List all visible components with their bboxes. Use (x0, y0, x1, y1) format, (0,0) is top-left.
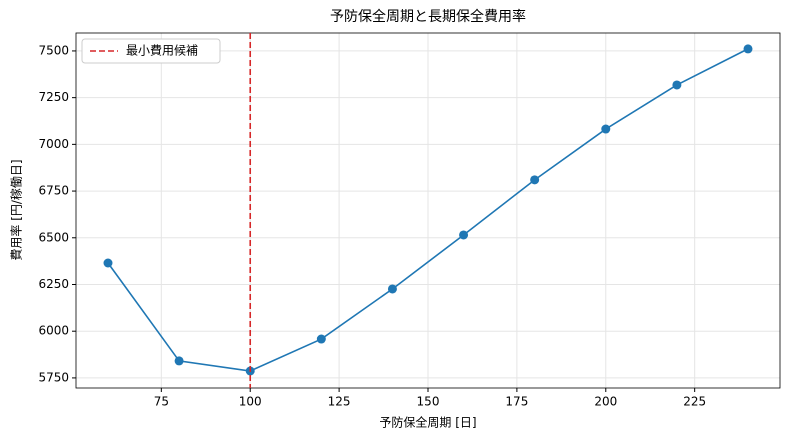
x-tick-label: 100 (239, 395, 262, 409)
y-tick-label: 6250 (38, 277, 69, 291)
y-tick-label: 6750 (38, 184, 69, 198)
legend-label: 最小費用候補 (126, 43, 198, 58)
y-tick-label: 6000 (38, 324, 69, 338)
data-point (174, 356, 184, 366)
x-tick-label: 200 (594, 395, 617, 409)
y-axis-label: 費用率 [円/稼働日] (9, 159, 24, 260)
plot-frame (75, 32, 781, 389)
y-tick-label: 7250 (38, 90, 69, 104)
x-tick-label: 75 (154, 395, 169, 409)
y-tick-label: 5750 (38, 370, 69, 384)
y-tick-label: 7000 (38, 137, 69, 151)
data-point (103, 258, 113, 268)
data-point (672, 80, 682, 90)
chart-title: 予防保全周期と長期保全費用率 (330, 8, 526, 25)
data-point (387, 284, 397, 294)
series-line (107, 48, 749, 372)
data-point (530, 175, 540, 185)
x-tick-label: 225 (683, 395, 706, 409)
data-point (743, 44, 753, 54)
data-point (459, 230, 469, 240)
x-tick-label: 150 (417, 395, 440, 409)
x-axis-label: 予防保全周期 [日] (379, 415, 476, 430)
data-point (316, 334, 326, 344)
legend-box (81, 38, 221, 64)
x-tick-label: 125 (328, 395, 351, 409)
x-tick-label: 175 (505, 395, 528, 409)
y-tick-label: 6500 (38, 230, 69, 244)
y-tick-label: 7500 (38, 43, 69, 57)
data-point (601, 124, 611, 134)
